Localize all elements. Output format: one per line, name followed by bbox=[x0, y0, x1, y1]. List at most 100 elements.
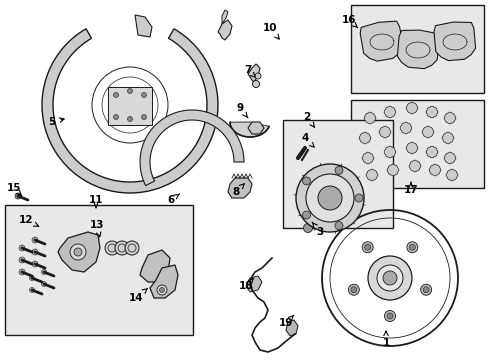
Polygon shape bbox=[58, 232, 100, 272]
Polygon shape bbox=[433, 22, 475, 60]
Polygon shape bbox=[363, 112, 375, 124]
Text: 18: 18 bbox=[238, 278, 253, 291]
Circle shape bbox=[19, 245, 25, 251]
Bar bbox=[350, 5, 483, 93]
Circle shape bbox=[70, 244, 86, 260]
Polygon shape bbox=[285, 320, 297, 336]
Circle shape bbox=[127, 117, 132, 122]
Text: 8: 8 bbox=[232, 184, 244, 197]
Circle shape bbox=[303, 224, 312, 233]
Text: 5: 5 bbox=[48, 117, 64, 127]
Text: 4: 4 bbox=[301, 133, 313, 147]
Circle shape bbox=[384, 310, 395, 321]
Polygon shape bbox=[405, 102, 417, 114]
Circle shape bbox=[159, 288, 164, 292]
Polygon shape bbox=[443, 112, 455, 124]
Polygon shape bbox=[247, 64, 260, 82]
Polygon shape bbox=[399, 122, 411, 134]
Circle shape bbox=[347, 284, 359, 295]
Text: 6: 6 bbox=[167, 194, 179, 205]
Polygon shape bbox=[386, 164, 398, 176]
Circle shape bbox=[354, 194, 362, 202]
Circle shape bbox=[382, 271, 396, 285]
Polygon shape bbox=[247, 122, 264, 134]
Circle shape bbox=[254, 73, 261, 79]
Text: 9: 9 bbox=[236, 103, 247, 118]
Text: 14: 14 bbox=[128, 288, 147, 303]
Circle shape bbox=[127, 89, 132, 94]
Text: 2: 2 bbox=[303, 112, 314, 127]
Polygon shape bbox=[108, 87, 152, 125]
Circle shape bbox=[302, 211, 310, 219]
Polygon shape bbox=[140, 110, 244, 186]
Polygon shape bbox=[222, 10, 227, 24]
Circle shape bbox=[334, 166, 342, 174]
Circle shape bbox=[420, 284, 431, 295]
Polygon shape bbox=[383, 146, 395, 158]
Text: 10: 10 bbox=[262, 23, 279, 39]
Polygon shape bbox=[378, 126, 390, 138]
Polygon shape bbox=[361, 152, 373, 164]
Polygon shape bbox=[245, 276, 262, 292]
Polygon shape bbox=[383, 106, 395, 118]
Polygon shape bbox=[408, 160, 420, 172]
Text: 11: 11 bbox=[88, 195, 103, 208]
Wedge shape bbox=[42, 29, 218, 193]
Circle shape bbox=[141, 114, 146, 120]
Circle shape bbox=[125, 241, 139, 255]
Circle shape bbox=[305, 174, 353, 222]
Polygon shape bbox=[135, 15, 152, 37]
Text: 17: 17 bbox=[403, 182, 417, 195]
Circle shape bbox=[32, 237, 38, 243]
Text: 3: 3 bbox=[311, 222, 323, 237]
Bar bbox=[283, 120, 392, 228]
Text: 15: 15 bbox=[7, 183, 22, 196]
Circle shape bbox=[15, 193, 21, 199]
Polygon shape bbox=[218, 20, 231, 40]
Circle shape bbox=[113, 93, 118, 98]
Polygon shape bbox=[150, 265, 178, 298]
Text: 1: 1 bbox=[382, 331, 389, 348]
Circle shape bbox=[334, 222, 342, 230]
Polygon shape bbox=[441, 132, 453, 144]
Polygon shape bbox=[227, 178, 251, 198]
Text: 12: 12 bbox=[19, 215, 39, 226]
Circle shape bbox=[113, 114, 118, 120]
Circle shape bbox=[295, 164, 363, 232]
Polygon shape bbox=[405, 142, 417, 154]
Circle shape bbox=[386, 313, 392, 319]
Circle shape bbox=[105, 241, 119, 255]
Polygon shape bbox=[365, 169, 377, 181]
Circle shape bbox=[252, 81, 259, 87]
Circle shape bbox=[115, 241, 129, 255]
Polygon shape bbox=[358, 132, 370, 144]
Circle shape bbox=[317, 186, 341, 210]
Polygon shape bbox=[229, 122, 268, 137]
Polygon shape bbox=[421, 126, 433, 138]
Circle shape bbox=[367, 256, 411, 300]
Circle shape bbox=[406, 242, 417, 253]
Circle shape bbox=[141, 93, 146, 98]
Polygon shape bbox=[443, 152, 455, 164]
Polygon shape bbox=[428, 164, 440, 176]
Bar bbox=[350, 100, 483, 188]
Circle shape bbox=[32, 261, 38, 267]
Circle shape bbox=[350, 287, 356, 293]
Polygon shape bbox=[360, 21, 402, 61]
Bar bbox=[5, 205, 193, 335]
Polygon shape bbox=[425, 106, 437, 118]
Polygon shape bbox=[397, 30, 438, 69]
Text: 16: 16 bbox=[341, 15, 357, 28]
Polygon shape bbox=[425, 146, 437, 158]
Circle shape bbox=[422, 287, 428, 293]
Circle shape bbox=[32, 249, 38, 255]
Circle shape bbox=[19, 269, 25, 275]
Circle shape bbox=[19, 257, 25, 263]
Circle shape bbox=[74, 248, 82, 256]
Circle shape bbox=[364, 244, 370, 250]
Circle shape bbox=[29, 288, 35, 292]
Text: 7: 7 bbox=[244, 65, 255, 77]
Circle shape bbox=[157, 285, 167, 295]
Circle shape bbox=[29, 275, 35, 280]
Circle shape bbox=[41, 270, 46, 274]
